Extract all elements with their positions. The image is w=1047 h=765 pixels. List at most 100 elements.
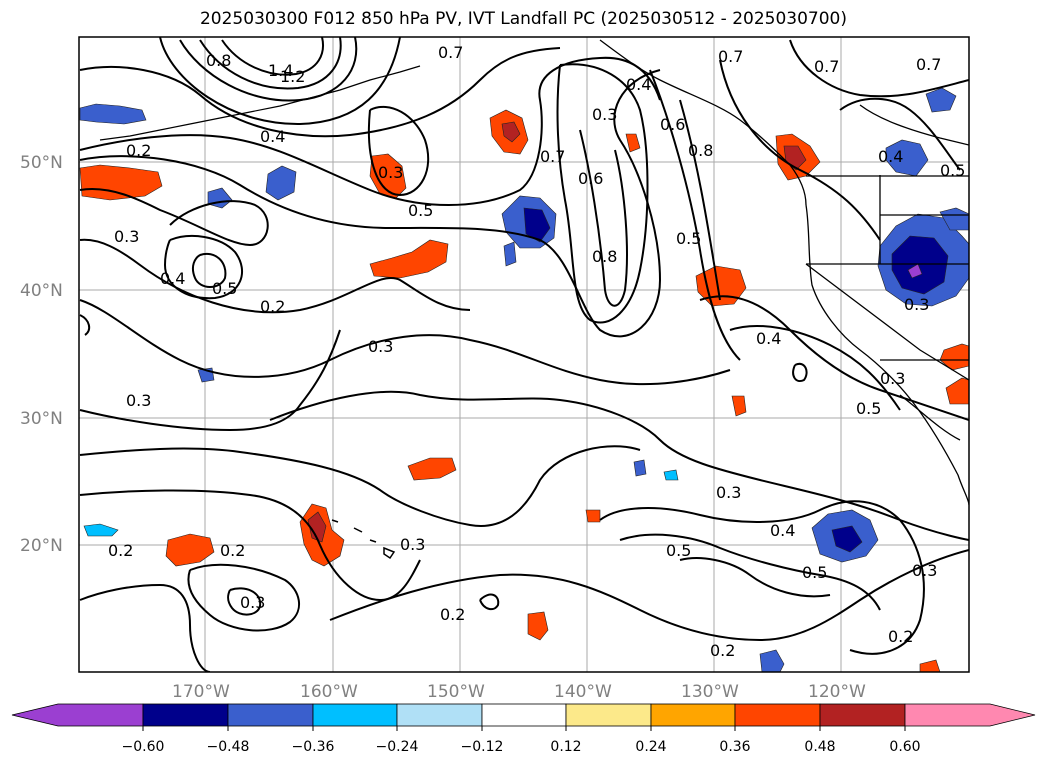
negative-anomaly bbox=[523, 207, 551, 243]
contour-label: 0.4 bbox=[626, 75, 651, 94]
contour-label: 0.7 bbox=[718, 47, 743, 66]
contour-label: 0.3 bbox=[880, 369, 905, 388]
negative-anomaly bbox=[759, 649, 785, 672]
colorbar-segment bbox=[396, 703, 483, 727]
negative-anomaly bbox=[831, 525, 863, 553]
colorbar-tick-label: 0.24 bbox=[635, 739, 666, 755]
negative-anomaly bbox=[663, 469, 679, 481]
contour-label: 0.7 bbox=[540, 147, 565, 166]
contour-label: 0.4 bbox=[770, 521, 795, 540]
contour-label: 0.5 bbox=[802, 563, 827, 582]
hawaii-islands bbox=[331, 519, 396, 560]
colorbar-tick-label: 0.12 bbox=[550, 739, 581, 755]
longitude-labels: 170°W 160°W 150°W 140°W 130°W 120°W bbox=[172, 682, 866, 702]
positive-anomaly bbox=[307, 511, 327, 543]
colorbar-extend-high bbox=[904, 703, 1036, 727]
shaded-anomalies bbox=[79, 87, 969, 672]
positive-anomaly bbox=[501, 121, 521, 143]
contour-label: 0.4 bbox=[878, 147, 903, 166]
contour-label: 1.4 bbox=[268, 61, 293, 80]
contour-label: 0.4 bbox=[160, 269, 185, 288]
contour-label: 0.2 bbox=[126, 141, 151, 160]
lat-label: 40°N bbox=[20, 281, 63, 301]
contour-label: 0.7 bbox=[814, 57, 839, 76]
contour-label: 1.2 bbox=[280, 67, 305, 86]
colorbar-segment bbox=[819, 703, 906, 727]
contour-label: 0.3 bbox=[912, 561, 937, 580]
contour-label: 0.6 bbox=[660, 115, 685, 134]
colorbar-segment bbox=[227, 703, 314, 727]
contour-label: 0.3 bbox=[114, 227, 139, 246]
contour-label: 0.3 bbox=[716, 483, 741, 502]
contour-label: 0.7 bbox=[438, 43, 463, 62]
positive-anomaly bbox=[165, 533, 215, 567]
positive-anomaly bbox=[731, 395, 747, 417]
colorbar-segment bbox=[481, 703, 567, 727]
contour-label: 0.3 bbox=[378, 163, 403, 182]
contour-label: 0.2 bbox=[888, 627, 913, 646]
negative-anomaly bbox=[907, 263, 923, 279]
lon-label: 150°W bbox=[427, 682, 485, 702]
contour-label: 0.3 bbox=[592, 105, 617, 124]
positive-anomaly bbox=[625, 133, 641, 153]
colorbar bbox=[11, 703, 1036, 727]
contour-label: 0.5 bbox=[940, 161, 965, 180]
positive-anomaly bbox=[527, 611, 549, 641]
colorbar-tick-label: −0.24 bbox=[376, 739, 419, 755]
negative-anomaly bbox=[885, 139, 929, 177]
contour-label: 0.3 bbox=[368, 337, 393, 356]
lon-label: 140°W bbox=[554, 682, 612, 702]
negative-anomaly bbox=[79, 103, 147, 125]
contour-label: 0.3 bbox=[904, 295, 929, 314]
contour-label: 0.7 bbox=[916, 55, 941, 74]
lon-label: 130°W bbox=[681, 682, 739, 702]
colorbar-ticks bbox=[142, 726, 906, 731]
lat-label: 30°N bbox=[20, 409, 63, 429]
contour-label: 0.5 bbox=[408, 201, 433, 220]
colorbar-tick-label: 0.48 bbox=[804, 739, 835, 755]
positive-anomaly bbox=[585, 509, 601, 523]
contour-label: 0.4 bbox=[756, 329, 781, 348]
contour-label: 0.5 bbox=[212, 279, 237, 298]
map-frame bbox=[78, 36, 970, 673]
contour-label: 0.8 bbox=[592, 247, 617, 266]
negative-anomaly bbox=[83, 523, 119, 537]
lon-label: 120°W bbox=[808, 682, 866, 702]
negative-anomaly bbox=[633, 459, 647, 477]
colorbar-tick-label: −0.60 bbox=[122, 739, 165, 755]
contour-label: 0.5 bbox=[856, 399, 881, 418]
positive-anomaly bbox=[369, 239, 449, 279]
lon-label: 170°W bbox=[172, 682, 230, 702]
contour-label: 0.2 bbox=[108, 541, 133, 560]
aleutian-islands bbox=[99, 65, 421, 141]
negative-anomaly bbox=[891, 235, 949, 295]
colorbar-tick-label: −0.48 bbox=[207, 739, 250, 755]
colorbar-tick-label: −0.36 bbox=[292, 739, 335, 755]
contour-label: 0.2 bbox=[440, 605, 465, 624]
negative-anomaly bbox=[925, 87, 957, 113]
contour-label: 0.8 bbox=[688, 141, 713, 160]
contour-label: 0.3 bbox=[400, 535, 425, 554]
map-panel: 1.4 1.2 0.8 0.7 0.7 0.7 0.7 0.2 0.4 0.3 … bbox=[79, 37, 969, 672]
positive-anomaly bbox=[407, 457, 457, 481]
lon-label: 160°W bbox=[300, 682, 358, 702]
contour-label: 0.6 bbox=[578, 169, 603, 188]
contour-label: 0.8 bbox=[206, 51, 231, 70]
colorbar-tick-label: −0.12 bbox=[461, 739, 504, 755]
colorbar-segment bbox=[142, 703, 229, 727]
contour-label: 0.3 bbox=[240, 593, 265, 612]
colorbar-labels: −0.60 −0.48 −0.36 −0.24 −0.12 0.12 0.24 … bbox=[122, 739, 921, 755]
colorbar-segment bbox=[312, 703, 398, 727]
colorbar-segment bbox=[565, 703, 652, 727]
positive-anomaly bbox=[79, 164, 163, 201]
positive-anomaly bbox=[369, 153, 407, 199]
contour-label: 0.4 bbox=[260, 127, 285, 146]
lat-label: 50°N bbox=[20, 153, 63, 173]
map-title: 2025030300 F012 850 hPa PV, IVT Landfall… bbox=[199, 9, 847, 29]
colorbar-segment bbox=[734, 703, 821, 727]
contour-label: 0.3 bbox=[126, 391, 151, 410]
positive-anomaly bbox=[945, 377, 969, 405]
negative-anomaly bbox=[939, 207, 969, 231]
colorbar-segment bbox=[650, 703, 736, 727]
